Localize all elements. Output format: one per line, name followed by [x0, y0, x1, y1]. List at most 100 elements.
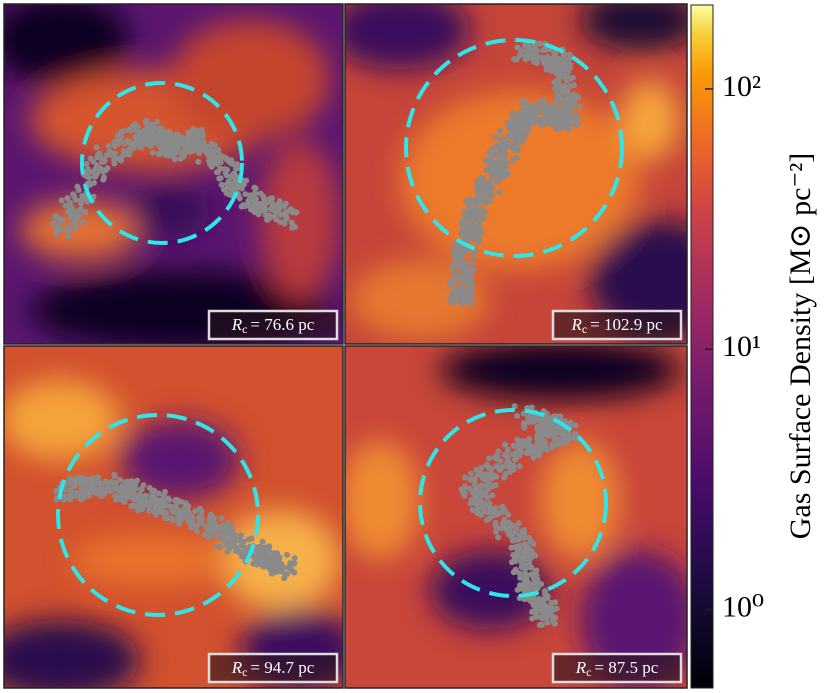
particle — [495, 534, 502, 541]
particle — [526, 581, 533, 588]
particle — [551, 422, 558, 429]
colorbar — [690, 4, 714, 689]
particle — [524, 48, 531, 55]
particle — [253, 196, 260, 203]
particle — [109, 152, 116, 159]
particle — [505, 170, 512, 177]
particle — [237, 549, 244, 556]
particle — [545, 112, 552, 119]
particle — [50, 219, 57, 226]
particle — [572, 98, 579, 105]
particle — [566, 113, 573, 120]
particle — [253, 547, 260, 554]
particle — [459, 284, 466, 291]
particle — [186, 514, 193, 521]
circles — [56, 38, 624, 617]
particle — [557, 83, 564, 90]
particle — [133, 477, 140, 484]
particle — [546, 605, 553, 612]
particle — [505, 531, 512, 538]
particle — [221, 537, 228, 544]
particle — [101, 489, 108, 496]
symbol: R — [570, 315, 582, 334]
particle — [526, 562, 533, 569]
particle — [271, 550, 278, 557]
particle — [550, 111, 557, 118]
particle — [136, 491, 143, 498]
particle — [514, 412, 521, 419]
particle — [150, 131, 157, 138]
label-box — [207, 652, 339, 684]
particle — [266, 195, 273, 202]
particle — [496, 466, 503, 473]
particle — [536, 450, 543, 457]
particle — [565, 433, 572, 440]
particle — [548, 600, 555, 607]
particle — [558, 124, 565, 131]
particle — [467, 206, 474, 213]
particle — [501, 441, 508, 448]
particle — [252, 203, 259, 210]
particle — [526, 53, 533, 60]
particle — [520, 548, 527, 555]
particle — [522, 571, 529, 578]
particle — [469, 507, 476, 514]
particle — [67, 496, 74, 503]
particle — [262, 563, 269, 570]
particle — [508, 132, 515, 139]
particle — [66, 233, 73, 240]
particle — [500, 520, 507, 527]
particle — [522, 566, 529, 573]
particle — [513, 116, 520, 123]
particle — [488, 184, 495, 191]
particle — [97, 492, 104, 499]
particle — [156, 139, 163, 146]
particle — [69, 212, 76, 219]
particle — [485, 190, 492, 197]
particle — [535, 599, 542, 606]
particle — [521, 424, 528, 431]
particle — [484, 503, 491, 510]
particle — [175, 520, 182, 527]
particle — [284, 551, 291, 558]
particle — [553, 55, 560, 62]
particle — [490, 512, 497, 519]
particle — [482, 199, 489, 206]
particle — [492, 133, 499, 140]
particle — [516, 463, 523, 470]
particle — [197, 140, 204, 147]
particle — [119, 488, 126, 495]
particle — [210, 159, 217, 166]
particle — [526, 534, 533, 541]
particle — [216, 153, 223, 160]
particle — [178, 498, 185, 505]
particle — [482, 157, 489, 164]
particle — [268, 570, 275, 577]
particle — [150, 126, 157, 133]
particle — [470, 200, 477, 207]
particle — [143, 501, 150, 508]
particle — [111, 471, 118, 478]
particle — [495, 448, 502, 455]
particle — [555, 413, 562, 420]
panel-label: Rc = 94.7 pc — [231, 658, 315, 679]
particle — [65, 224, 72, 231]
particle — [78, 475, 85, 482]
particle — [518, 440, 525, 447]
particle — [496, 188, 503, 195]
label-box — [551, 652, 683, 684]
particle — [218, 515, 225, 522]
particle — [128, 478, 135, 485]
particle — [137, 497, 144, 504]
particle — [165, 495, 172, 502]
particle — [499, 171, 506, 178]
particle — [217, 544, 224, 551]
particle — [163, 129, 170, 136]
particle — [91, 179, 98, 186]
colorbar-axis: 10⁰ 10¹ 10² — [705, 70, 764, 624]
particle — [186, 131, 193, 138]
particle — [59, 216, 66, 223]
particle — [449, 299, 456, 306]
particle — [128, 141, 135, 148]
particle — [537, 108, 544, 115]
